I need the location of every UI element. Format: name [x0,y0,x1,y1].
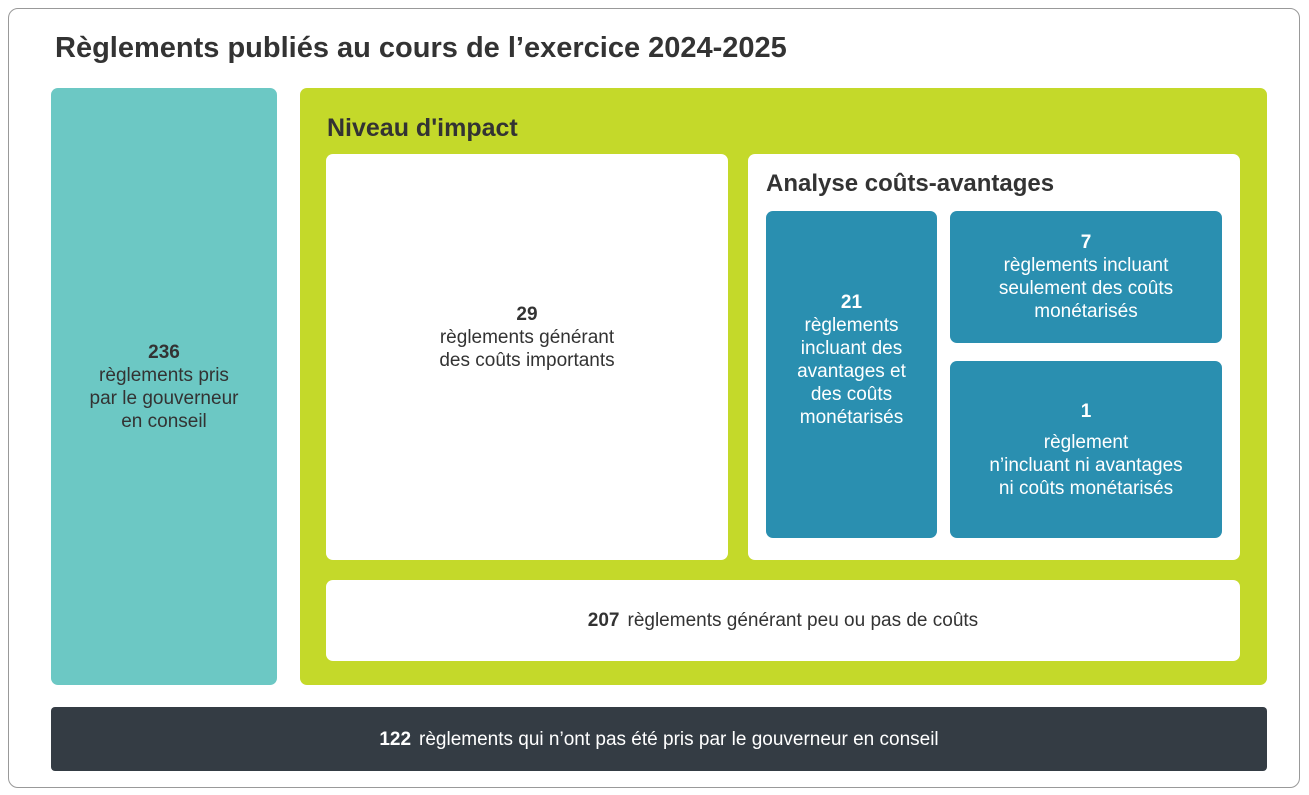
number: 207 [587,610,620,631]
number: 122 [379,728,412,750]
label: règlements [804,314,899,336]
governor-box: 236 règlements pris par le gouverneur en… [51,88,277,685]
label: règlements générant peu ou pas de coûts [627,610,979,631]
title: Règlements publiés au cours de l’exercic… [55,32,787,64]
label: incluant des [800,337,903,359]
label: seulement des coûts [998,278,1174,299]
label: monétarisés [799,406,904,428]
frame [8,8,1300,788]
label: règlement [1043,431,1129,453]
label: monétarisés [1034,301,1138,322]
label: des coûts importants [439,349,615,371]
label: n’incluant ni avantages [989,454,1183,476]
label: règlements générant [439,326,615,348]
none-box: 1 règlement n’incluant ni avantages ni c… [950,361,1222,538]
number: 7 [1080,232,1092,253]
number: 1 [1080,400,1092,422]
label: des coûts [810,383,893,405]
label: règlements pris [99,364,229,386]
cba-title: Analyse coûts-avantages [766,170,1055,197]
number: 21 [840,291,863,313]
label: par le gouverneur [89,387,239,409]
label: règlements qui n’ont pas été pris par le… [419,728,939,750]
low-box: 207 règlements générant peu ou pas de co… [326,580,1240,661]
number: 236 [148,341,180,363]
label: ni coûts monétarisés [998,477,1174,499]
not-governor-box: 122 règlements qui n’ont pas été pris pa… [51,707,1267,771]
label: en conseil [121,410,207,432]
significant-box: 29 règlements générant des coûts importa… [326,154,728,560]
impact-title: Niveau d'impact [327,114,518,142]
both-box: 21 règlements incluant des avantages et … [766,211,937,538]
label: avantages et [797,360,906,382]
costs-only-box: 7 règlements incluant seulement des coût… [950,211,1222,343]
label: règlements incluant [1003,255,1169,276]
number: 29 [516,303,538,325]
